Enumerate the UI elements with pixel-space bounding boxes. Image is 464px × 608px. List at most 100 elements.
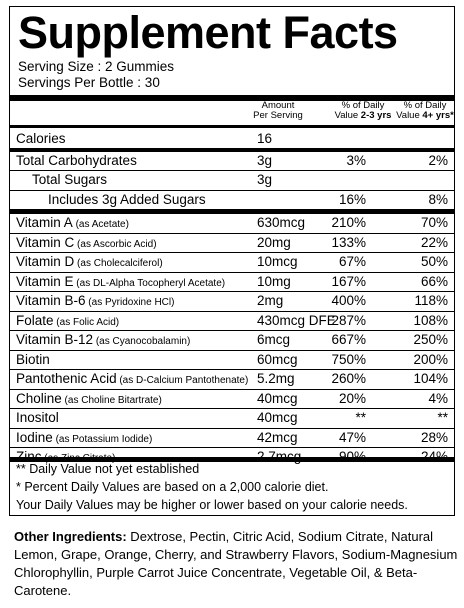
- nutrient-source: (as Cyanocobalamin): [93, 336, 191, 347]
- table-row: Vitamin C (as Ascorbic Acid) 20mg 133% 22%: [10, 234, 454, 253]
- table-row: Vitamin B-12 (as Cyanocobalamin) 6mcg 667%…: [10, 331, 454, 351]
- nutrient-source: (as DL-Alpha Tocopheryl Acetate): [73, 277, 226, 289]
- dv-2-3-yrs: 400%: [331, 293, 366, 308]
- nutrient-amount: 40mcg: [257, 410, 298, 425]
- dv-2-3-yrs: 3%: [346, 152, 366, 168]
- header-dv23-line2-bold: 2-3 yrs: [360, 110, 392, 121]
- nutrient-amount: 20mg: [257, 234, 291, 250]
- footnotes: ** Daily Value not yet established * Per…: [16, 460, 408, 514]
- dv-4-plus-yrs: 2%: [428, 152, 448, 168]
- nutrient-label: Folate: [16, 312, 54, 328]
- header-dv4-line2-bold: 4+ yrs*: [422, 110, 454, 121]
- nutrient-label: Vitamin B-12: [16, 332, 94, 347]
- dv-2-3-yrs: 16%: [338, 191, 366, 207]
- nutrient-source: (as Choline Bitartrate): [61, 394, 162, 406]
- table-row: Folate (as Folic Acid) 430mcg DFE 287% 108%: [10, 312, 454, 333]
- footnote-calorie-needs: Your Daily Values may be higher or lower…: [16, 498, 408, 512]
- header-amount-line1: Amount: [261, 100, 295, 111]
- nutrient-amount: 3g: [257, 172, 273, 187]
- nutrient-label: Pantothenic Acid: [16, 371, 117, 386]
- other-ingredients: Other Ingredients: Dextrose, Pectin, Cit…: [14, 528, 459, 600]
- footnote-percent-dv: * Percent Daily Values are based on a 2,…: [16, 480, 329, 494]
- calories-divider: [10, 147, 454, 152]
- medium-divider: [10, 125, 454, 128]
- nutrient-name: Folate (as Folic Acid): [16, 312, 119, 333]
- table-row: Vitamin E (as DL-Alpha Tocopheryl Acetat…: [10, 273, 454, 294]
- nutrient-source: (as D-Calcium Pantothenate): [116, 375, 249, 386]
- supplement-facts-panel: Supplement Facts Serving Size : 2 Gummie…: [9, 6, 455, 516]
- nutrient-name: Inositol: [16, 409, 59, 428]
- nutrient-source: (as Ascorbic Acid): [74, 238, 157, 250]
- nutrient-amount: 10mcg: [257, 254, 298, 269]
- nutrient-label: Vitamin C: [16, 234, 75, 250]
- nutrient-label: Choline: [16, 390, 62, 406]
- header-dv-2-3: % of Daily Value 2-3 yrs: [328, 101, 398, 121]
- dv-2-3-yrs: 210%: [331, 215, 366, 230]
- nutrient-amount: 40mcg: [257, 390, 298, 406]
- dv-4-plus-yrs: 50%: [420, 254, 448, 269]
- nutrient-label: Vitamin E: [16, 273, 74, 289]
- nutrient-name: Vitamin B-12 (as Cyanocobalamin): [16, 331, 190, 352]
- dv-4-plus-yrs: 22%: [420, 234, 448, 250]
- servings-per-bottle: Servings Per Bottle : 30: [18, 75, 160, 90]
- nutrient-label: Calories: [16, 131, 66, 146]
- nutrient-amount: 60mcg: [257, 351, 298, 367]
- dv-4-plus-yrs: 28%: [420, 429, 448, 445]
- table-row: Total Carbohydrates 3g 3% 2%: [10, 152, 454, 171]
- dv-4-plus-yrs: 104%: [413, 371, 448, 386]
- nutrient-amount: 3g: [257, 152, 273, 168]
- nutrient-label: Includes 3g Added Sugars: [48, 191, 206, 207]
- header-dv23-line1: % of Daily: [341, 100, 385, 111]
- table-row: Vitamin A (as Acetate) 630mcg 210% 70%: [10, 214, 454, 234]
- nutrient-label: Inositol: [16, 410, 59, 425]
- nutrient-name: Calories: [16, 130, 66, 149]
- header-dv-4-plus: % of Daily Value 4+ yrs*: [395, 101, 455, 121]
- nutrient-amount: 630mcg: [257, 215, 306, 230]
- dv-4-plus-yrs: 4%: [428, 390, 448, 406]
- nutrient-source: (as Cholecalciferol): [74, 258, 163, 269]
- serving-size: Serving Size : 2 Gummies: [18, 59, 175, 74]
- nutrient-name: Includes 3g Added Sugars: [48, 191, 206, 210]
- nutrient-amount: 430mcg DFE: [257, 312, 336, 328]
- table-row: Vitamin D (as Cholecalciferol) 10mcg 67% 50…: [10, 253, 454, 273]
- nutrient-name: Choline (as Choline Bitartrate): [16, 390, 162, 411]
- dv-4-plus-yrs: 66%: [420, 273, 448, 289]
- table-row: Biotin 60mcg 750% 200%: [10, 351, 454, 370]
- nutrient-label: Vitamin A: [16, 215, 73, 230]
- dv-2-3-yrs: 20%: [338, 390, 366, 406]
- table-row: Calories 16: [10, 130, 454, 149]
- header-amount-line2: Per Serving: [253, 110, 303, 121]
- nutrient-source: (as Pyridoxine HCl): [85, 297, 175, 308]
- dv-4-plus-yrs: 108%: [413, 312, 448, 328]
- thick-divider-top: [10, 95, 454, 101]
- dv-4-plus-yrs: **: [437, 410, 448, 425]
- table-row: Choline (as Choline Bitartrate) 40mcg 20% 4…: [10, 390, 454, 411]
- dv-2-3-yrs: 260%: [331, 371, 366, 386]
- nutrient-amount: 5.2mg: [257, 371, 295, 386]
- other-ingredients-text: Dextrose, Pectin, Citric Acid, Sodium Ci…: [14, 529, 458, 598]
- dv-4-plus-yrs: 250%: [413, 332, 448, 347]
- nutrient-amount: 16: [257, 131, 273, 146]
- dv-2-3-yrs: 167%: [331, 273, 366, 289]
- nutrient-name: Vitamin D (as Cholecalciferol): [16, 253, 163, 274]
- nutrient-name: Vitamin B-6 (as Pyridoxine HCl): [16, 292, 174, 313]
- nutrient-label: Total Carbohydrates: [16, 152, 137, 168]
- nutrient-name: Pantothenic Acid (as D-Calcium Pantothen…: [16, 370, 248, 391]
- panel-title: Supplement Facts: [18, 7, 398, 58]
- nutrient-name: Vitamin A (as Acetate): [16, 214, 129, 235]
- other-ingredients-label: Other Ingredients:: [14, 529, 127, 544]
- table-row: Iodine (as Potassium Iodide) 42mcg 47% 28%: [10, 429, 454, 450]
- nutrient-name: Iodine (as Potassium Iodide): [16, 429, 152, 450]
- dv-2-3-yrs: 67%: [338, 254, 366, 269]
- nutrient-label: Iodine: [16, 429, 53, 445]
- dv-4-plus-yrs: 118%: [414, 293, 448, 308]
- nutrient-label: Vitamin D: [16, 254, 75, 269]
- table-row: Total Sugars 3g: [10, 171, 454, 191]
- table-row: Vitamin B-6 (as Pyridoxine HCl) 2mg 400% 11…: [10, 292, 454, 312]
- thick-divider-bottom: [10, 457, 454, 462]
- nutrient-source: (as Acetate): [72, 219, 129, 230]
- nutrient-name: Vitamin E (as DL-Alpha Tocopheryl Acetat…: [16, 273, 225, 294]
- nutrient-label: Total Sugars: [32, 172, 108, 187]
- nutrient-amount: 10mg: [257, 273, 291, 289]
- footnote-dv-not-established: ** Daily Value not yet established: [16, 462, 200, 476]
